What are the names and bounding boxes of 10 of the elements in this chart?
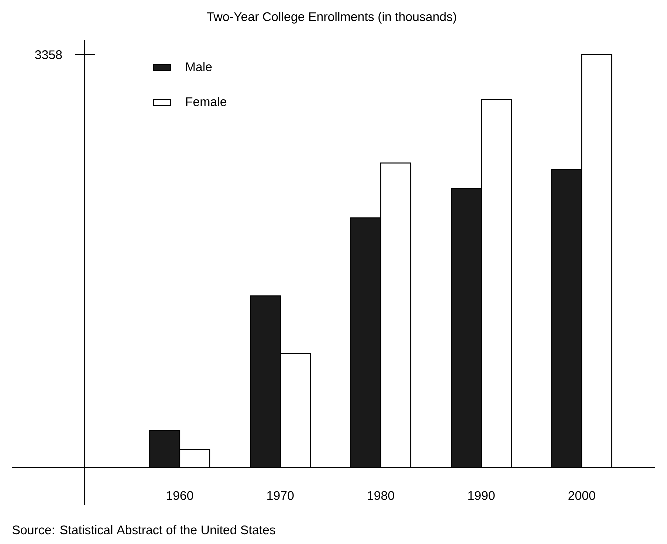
- x-tick-label: 1980: [368, 491, 394, 500]
- chart-title: Two-Year College Enrollments (in thousands): [207, 12, 456, 24]
- x-tick-label: 2000: [568, 491, 596, 500]
- text: 3358: [35, 50, 62, 60]
- x-tick-label: 1970: [268, 491, 294, 500]
- x-tick-label: 1960: [167, 491, 194, 500]
- legend-label: Male: [186, 62, 212, 72]
- source-note: Source: Statistical Abstract of the United States: [12, 525, 276, 535]
- legend-label: Female: [186, 97, 227, 106]
- x-tick-label: 1990: [468, 491, 495, 500]
